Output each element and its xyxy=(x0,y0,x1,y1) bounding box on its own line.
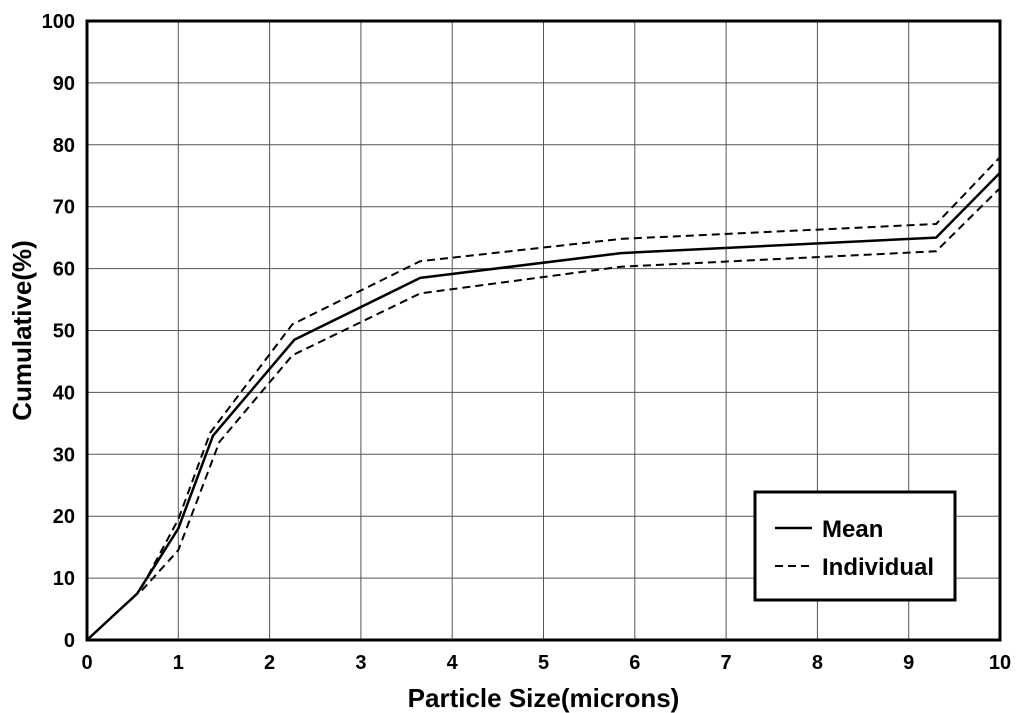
x-tick-label-3: 3 xyxy=(355,652,366,674)
x-tick-label-7: 7 xyxy=(721,652,732,674)
series-line-2-individual xyxy=(141,187,1001,592)
x-tick-label-9: 9 xyxy=(903,652,914,674)
x-tick-label-2: 2 xyxy=(264,652,275,674)
y-tick-label-2: 20 xyxy=(53,506,75,528)
x-tick-label-10: 10 xyxy=(989,652,1011,674)
plot-frame xyxy=(85,19,1002,642)
legend-box xyxy=(753,490,957,602)
x-tick-label-0: 0 xyxy=(81,652,92,674)
x-tick-label-5: 5 xyxy=(538,652,549,674)
legend-mean-label: Mean xyxy=(822,516,883,543)
x-tick-label-8: 8 xyxy=(812,652,823,674)
series-layer xyxy=(86,156,1001,641)
y-axis-title: Cumulative(%) xyxy=(7,240,37,421)
y-tick-label-7: 70 xyxy=(53,197,75,219)
x-tick-label-1: 1 xyxy=(173,652,184,674)
x-tick-label-4: 4 xyxy=(447,652,459,674)
y-tick-label-8: 80 xyxy=(53,135,75,157)
legend-individual-label: Individual xyxy=(822,554,934,581)
y-tick-label-5: 50 xyxy=(53,321,75,343)
y-tick-label-0: 0 xyxy=(64,630,75,652)
x-axis-title: Particle Size(microns) xyxy=(408,683,680,713)
y-tick-label-3: 30 xyxy=(53,444,75,466)
y-tick-label-10: 100 xyxy=(42,11,75,33)
y-tick-label-1: 10 xyxy=(53,568,75,590)
x-tick-label-6: 6 xyxy=(629,652,640,674)
y-tick-label-9: 90 xyxy=(53,73,75,95)
series-line-1-individual xyxy=(140,156,1001,588)
y-tick-label-6: 60 xyxy=(53,259,75,281)
legend: Mean Individual xyxy=(753,490,957,602)
y-tick-label-4: 40 xyxy=(53,382,75,404)
